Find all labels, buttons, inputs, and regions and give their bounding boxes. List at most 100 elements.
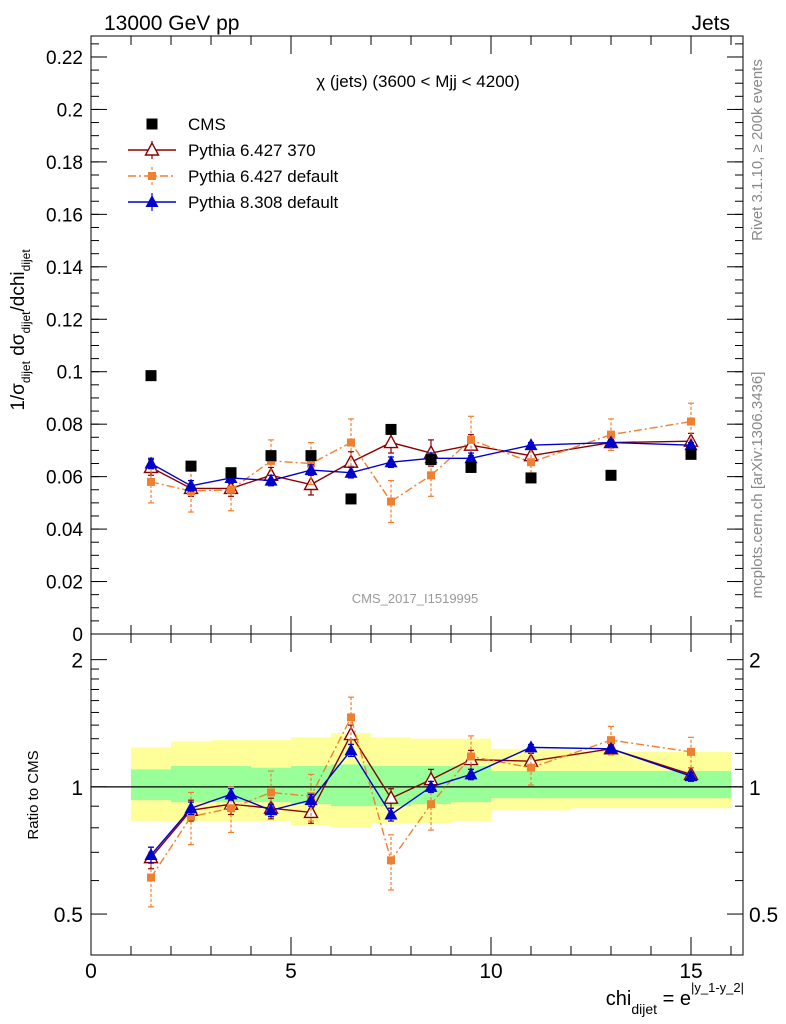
point-cms [685,448,697,460]
ratio-point-pythia-6-427-default [607,736,615,745]
point-cms [425,454,437,466]
ratio-point-pythia-6-427-default [387,856,395,865]
axes: 0 0.02 0.04 0.06 0.08 0.1 0.12 0.14 0.16 0.18 0.2 0… [46,35,778,983]
main-y-tick-label: 0.18 [46,153,83,174]
main-panel [143,370,699,524]
ratio-y-tick-label-right: 2 [749,650,761,673]
ratio-point-pythia-6-427-default [187,812,195,821]
ratio-y-tick-label: 2 [71,650,83,673]
point-cms [345,493,357,505]
ratio-y-tick-label-right: 1 [749,777,761,800]
main-y-tick-label: 0.12 [46,310,83,331]
point-pythia-8-308-default [184,478,198,491]
x-tick-label: 15 [679,960,702,983]
point-pythia-8-308-default [144,456,158,469]
point-cms [605,469,617,481]
main-y-tick-label: 0.06 [46,468,83,489]
main-y-axis-label: 1/σdijet dσdijet/dchidijet [8,249,33,411]
ratio-point-pythia-6-427-default [687,747,695,756]
ratio-point-pythia-6-427-default [147,873,155,882]
main-y-tick-label: 0 [72,625,83,646]
ratio-point-pythia-8-308-default [264,803,278,816]
svg-text:1/σdijet dσdijet/dchidijet: 1/σdijet dσdijet/dchidijet [8,249,33,411]
watermark: CMS_2017_I1519995 [352,591,479,606]
main-y-tick-label: 0.08 [46,415,83,436]
main-y-tick-label: 0.1 [57,363,83,384]
inner-uncertainty-band [131,769,171,801]
ratio-y-axis-label: Ratio to CMS [25,750,42,839]
energy-title: 13000 GeV pp [104,12,239,35]
point-cms [225,467,237,479]
ratio-point-pythia-8-308-default [424,779,438,792]
point-pythia-6-427-default [147,477,155,486]
ratio-y-tick-label: 0.5 [54,904,83,927]
point-pythia-6-427-370 [463,436,479,451]
legend-label-pythia-8-308-default: Pythia 8.308 default [188,193,339,212]
ratio-point-pythia-6-427-default [227,804,235,813]
point-pythia-6-427-default [427,471,435,480]
point-pythia-6-427-default [607,430,615,439]
legend-marker-pythia-6-427-default [148,172,156,180]
point-cms [465,461,477,473]
point-pythia-8-308-default [684,438,698,451]
ratio-point-pythia-8-308-default [464,767,478,780]
ratio-point-pythia-8-308-default [224,787,238,800]
ratio-point-pythia-6-427-default [467,752,475,761]
legend-marker-pythia-8-308-default [145,195,159,207]
legend-label-pythia-6-427-370: Pythia 6.427 370 [188,141,316,160]
main-y-tick-label: 0.16 [46,205,83,226]
point-cms [265,450,277,462]
inner-uncertainty-band [171,766,211,803]
ratio-line-pythia-8-308-default [150,746,692,856]
ratio-point-pythia-8-308-default [684,769,698,782]
ratio-line-pythia-6-427-370 [150,733,692,859]
inner-uncertainty-band [331,764,371,807]
point-cms [525,472,537,484]
ratio-point-pythia-8-308-default [304,793,318,806]
point-cms [305,450,317,462]
series-line-pythia-8-308-default [150,441,692,487]
rivet-side-label: Rivet 3.1.10, ≥ 200k events [749,59,766,241]
legend-label-pythia-6-427-default: Pythia 6.427 default [188,167,339,186]
x-tick-label: 5 [285,960,297,983]
legend-label-cms: CMS [188,115,226,134]
ratio-point-pythia-8-308-default [184,801,198,814]
point-pythia-8-308-default [304,463,318,476]
ratio-point-pythia-8-308-default [144,847,158,860]
point-pythia-6-427-default [387,497,395,506]
point-pythia-6-427-default [467,435,475,444]
main-y-tick-label: 0.14 [46,258,83,279]
ratio-point-pythia-6-427-default [427,800,435,809]
legend-marker-cms [146,118,158,130]
point-pythia-8-308-default [344,465,358,478]
point-pythia-8-308-default [264,473,278,486]
point-pythia-6-427-370 [383,434,399,449]
point-cms [145,370,157,382]
point-pythia-8-308-default [384,455,398,468]
legend: CMS Pythia 6.427 370 Pythia 6.427 default P… [128,115,339,212]
legend-marker-pythia-6-427-370 [144,141,160,156]
ratio-frame [90,633,744,956]
ratio-line-pythia-6-427-default [150,715,692,878]
series-line-pythia-6-427-default [150,420,692,503]
x-axis-label: chidijet = e|y_1-y_2| [606,980,744,1017]
ratio-y-tick-label-right: 0.5 [749,904,778,927]
ratio-point-pythia-6-427-default [527,763,535,772]
ratio-point-pythia-6-427-370 [303,803,319,819]
ratio-point-pythia-8-308-default [344,743,358,756]
ratio-y-tick-label: 1 [71,777,83,800]
point-pythia-8-308-default [604,435,618,448]
ratio-point-pythia-6-427-370 [383,789,399,804]
point-cms [185,460,197,472]
main-y-tick-label: 0.04 [46,520,83,541]
ratio-point-pythia-6-427-default [267,788,275,797]
point-pythia-6-427-default [527,458,535,467]
main-y-tick-label: 0.02 [46,573,83,594]
ratio-panel [143,696,699,908]
point-pythia-8-308-default [464,451,478,464]
inner-uncertainty-band [571,771,651,799]
point-pythia-6-427-default [227,485,235,494]
series-line-pythia-6-427-370 [150,440,692,490]
ratio-point-pythia-8-308-default [384,807,398,820]
